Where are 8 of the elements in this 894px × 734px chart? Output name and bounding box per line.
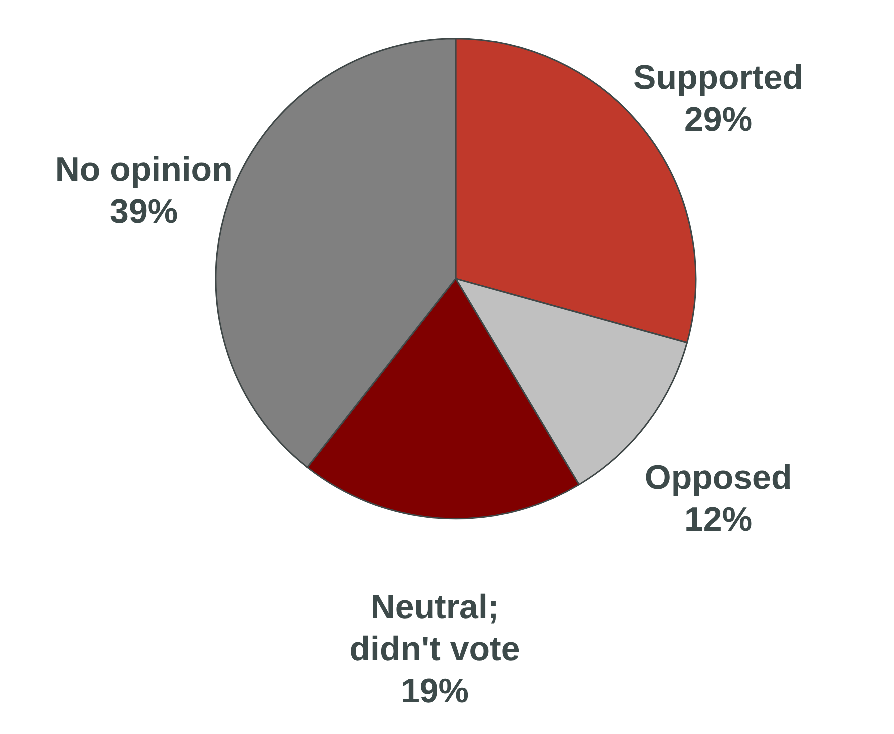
slice-label: No opinion [55,150,233,189]
data-label: 12% [684,500,753,539]
data-label: 29% [684,101,753,140]
slice-label: Neutral; didn't vote [350,588,520,668]
slice-label: Supported [634,59,804,98]
data-label: 39% [110,192,178,231]
slice-label: Opposed [644,458,792,497]
data-label: 19% [400,672,470,710]
